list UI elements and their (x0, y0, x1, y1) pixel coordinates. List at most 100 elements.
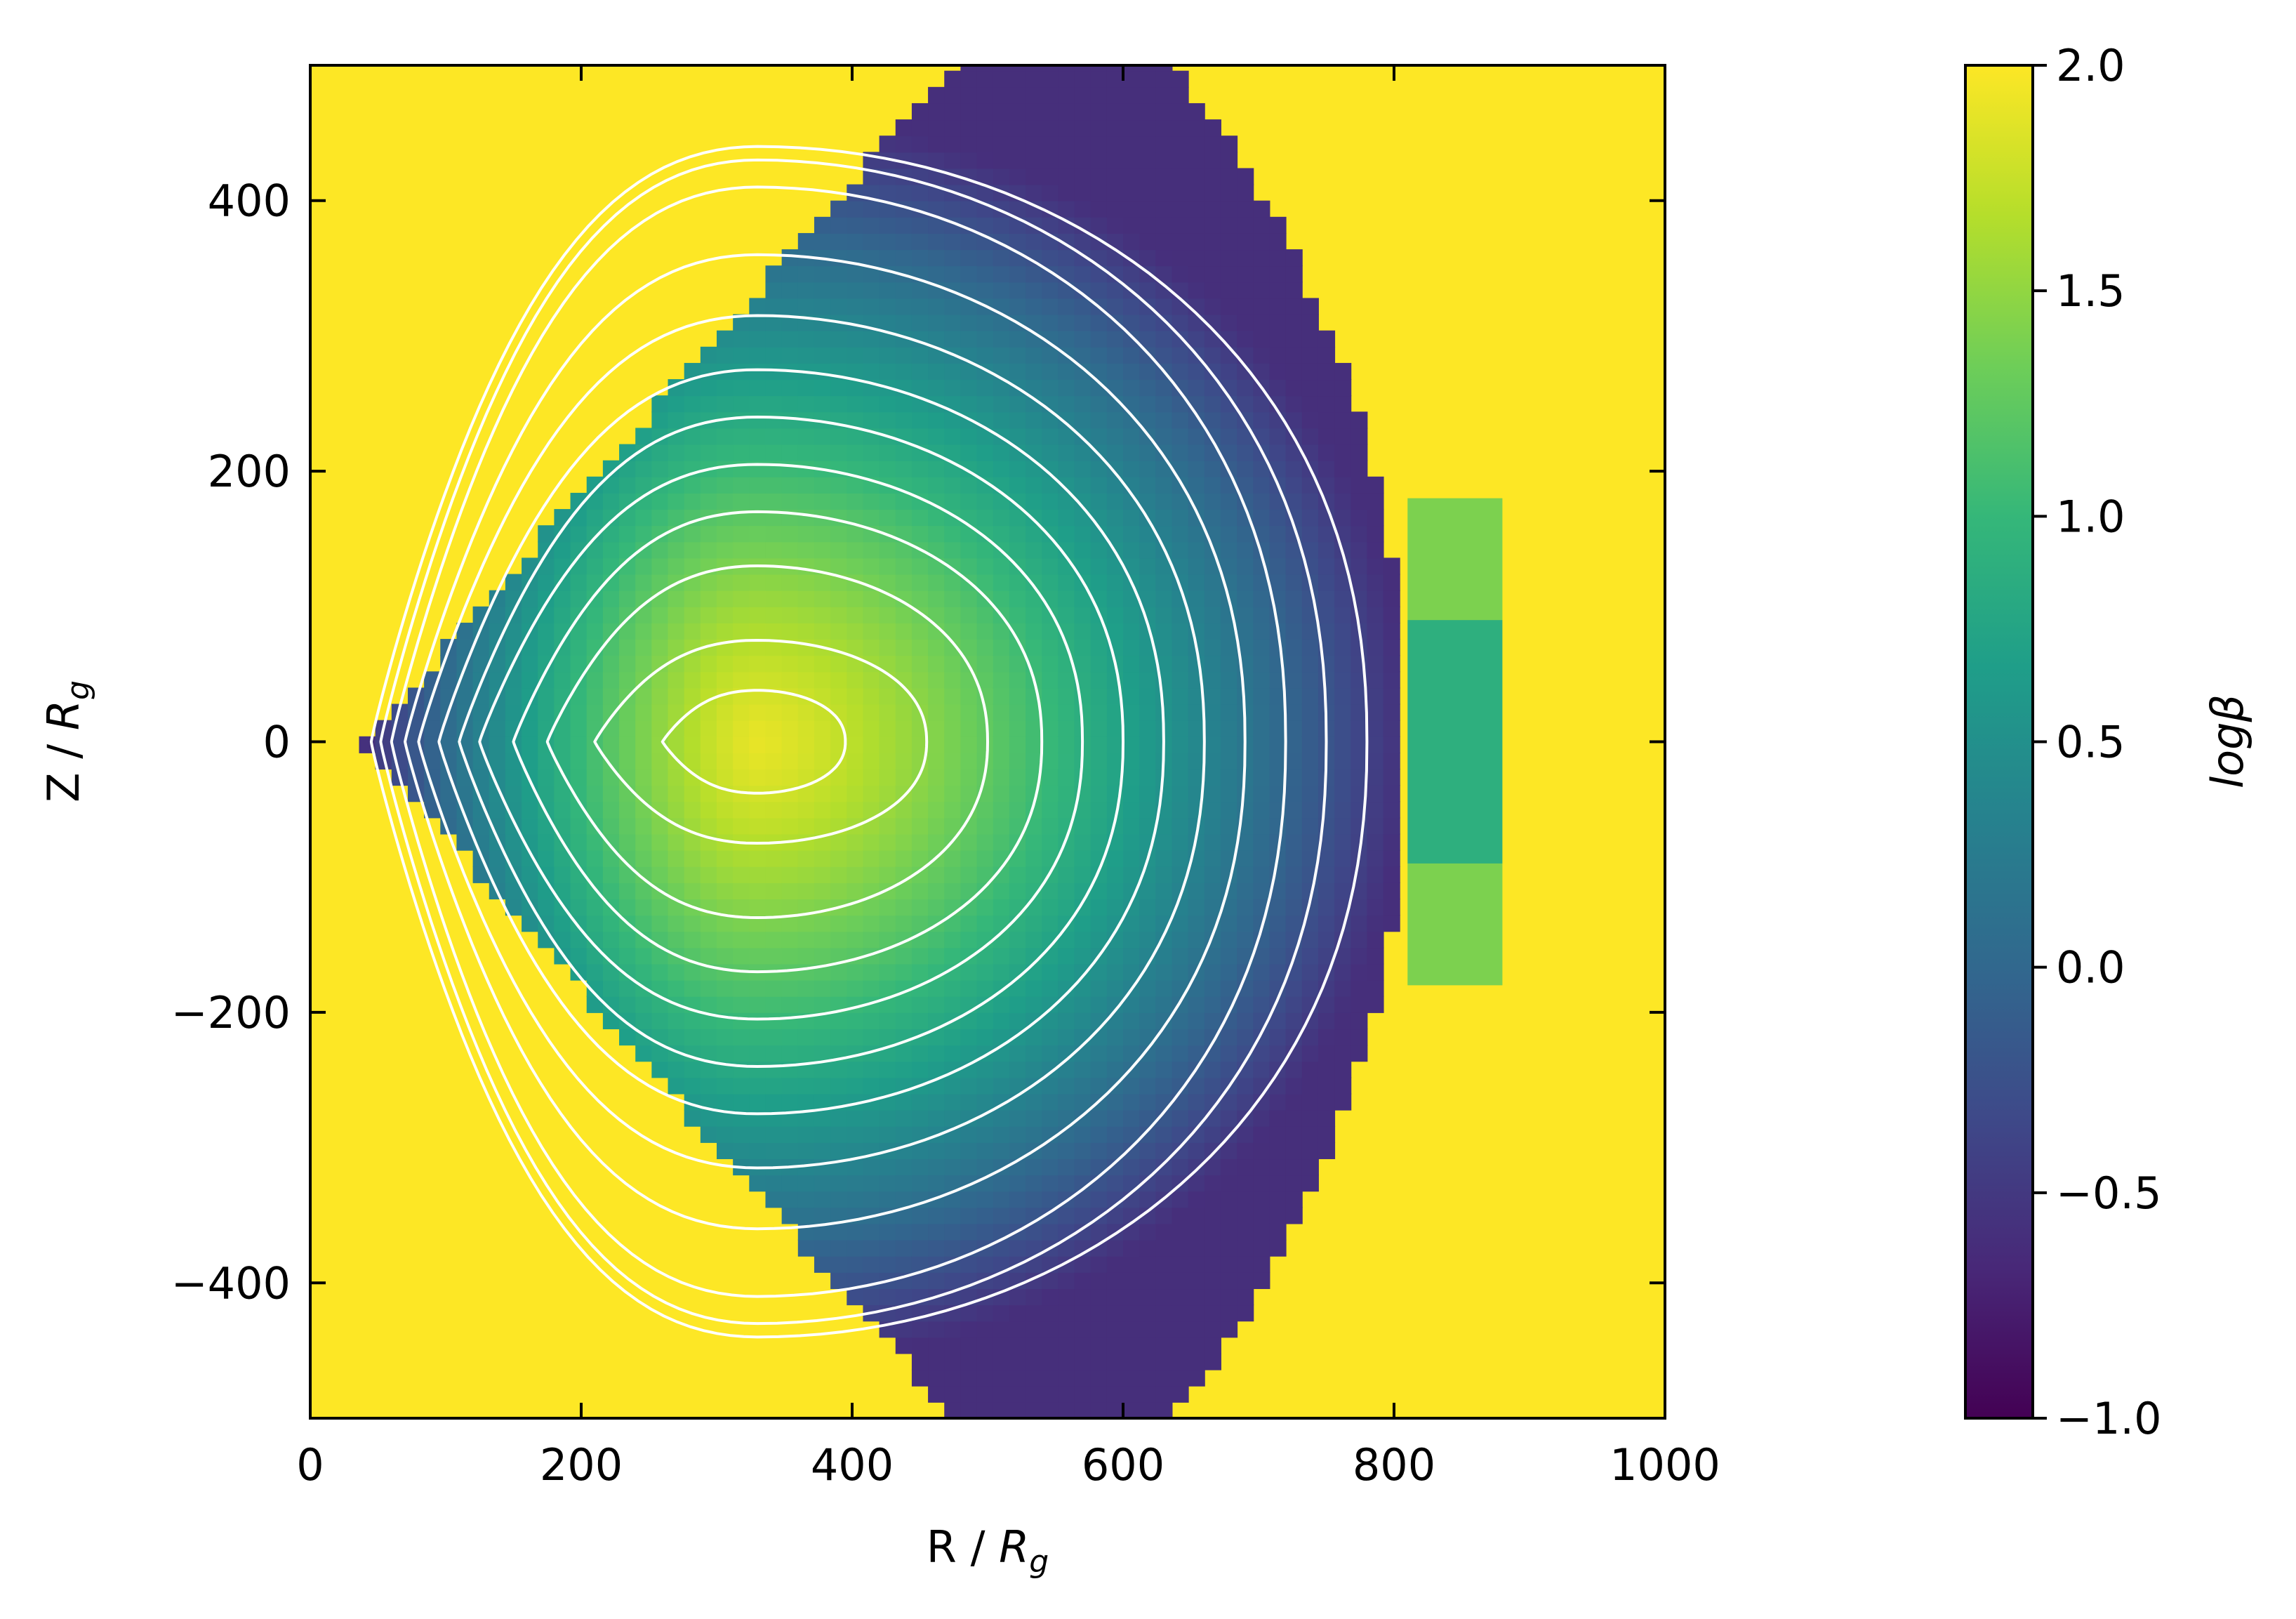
heatmap-cell (993, 915, 1010, 932)
heatmap-cell (960, 1029, 978, 1046)
heatmap-cell (1188, 720, 1205, 737)
heatmap-cell (1090, 1321, 1108, 1338)
heatmap-cell (668, 444, 685, 461)
heatmap-cell (1204, 687, 1221, 705)
heatmap-cell (1172, 265, 1189, 283)
heatmap-cell (733, 979, 750, 997)
heatmap-cell (1026, 444, 1043, 461)
heatmap-cell (1204, 1125, 1221, 1143)
heatmap-cell (1139, 1337, 1157, 1354)
heatmap-cell (1026, 1061, 1043, 1078)
heatmap-cell (1285, 996, 1303, 1013)
heatmap-cell (814, 395, 832, 413)
heatmap-cell (993, 899, 1010, 916)
heatmap-cell (1042, 1385, 1059, 1403)
heatmap-cell (814, 282, 832, 299)
heatmap-cell (1253, 590, 1270, 607)
y-axis-label: Z / Rg (38, 680, 96, 802)
heatmap-cell (1172, 1385, 1189, 1403)
x-tick-label: 1000 (1610, 1439, 1720, 1491)
heatmap-cell (1334, 622, 1352, 640)
heatmap-cell (700, 541, 717, 559)
heatmap-cell (1407, 741, 1503, 864)
heatmap-cell (895, 801, 913, 819)
heatmap-cell (1090, 65, 1108, 72)
heatmap-cell (733, 476, 750, 494)
heatmap-cell (733, 703, 750, 721)
heatmap-cell (1090, 833, 1108, 851)
heatmap-cell (863, 444, 880, 461)
heatmap-cell (1253, 232, 1270, 251)
heatmap-cell (1026, 833, 1043, 851)
heatmap-cell (1172, 346, 1189, 364)
heatmap-cell (814, 362, 832, 381)
heatmap-cell (733, 882, 750, 900)
contour-line (661, 689, 847, 795)
heatmap-cell (1074, 541, 1091, 559)
heatmap-cell (781, 346, 799, 364)
heatmap-cell (1188, 1271, 1205, 1290)
heatmap-cell (976, 915, 994, 932)
heatmap-cell (797, 1175, 815, 1192)
heatmap-cell (1204, 817, 1221, 835)
heatmap-cell (1123, 866, 1141, 883)
heatmap-cell (1026, 379, 1043, 397)
heatmap-cell (814, 736, 832, 753)
heatmap-cell (1139, 736, 1157, 753)
heatmap-cell (1155, 460, 1173, 477)
heatmap-cell (440, 736, 458, 753)
heatmap-cell (1351, 574, 1368, 591)
heatmap-cell (1042, 184, 1059, 201)
heatmap-cell (700, 850, 717, 867)
heatmap-cell (1318, 525, 1336, 543)
heatmap-cell (1269, 362, 1287, 381)
heatmap-cell (1269, 282, 1287, 299)
x-tick-label: 800 (1353, 1439, 1435, 1491)
heatmap-cell (1172, 232, 1189, 251)
heatmap-cell (1074, 184, 1091, 201)
heatmap-cell (781, 996, 799, 1013)
heatmap-cell (1074, 1304, 1091, 1322)
heatmap-cell (895, 899, 913, 916)
heatmap-cell (1026, 119, 1043, 137)
heatmap-cell (1269, 444, 1287, 461)
heatmap-cell (684, 915, 701, 932)
heatmap-cell (1334, 639, 1352, 656)
heatmap-cell (1106, 428, 1124, 445)
heatmap-cell (1090, 1223, 1108, 1241)
heatmap-cell (765, 346, 783, 364)
heatmap-cell (1285, 265, 1303, 283)
heatmap-cell (1269, 428, 1287, 445)
contour-line (478, 463, 1084, 1021)
heatmap-cell (684, 525, 701, 543)
heatmap-cell (1009, 801, 1027, 819)
heatmap-cell (1026, 1288, 1043, 1306)
heatmap-cell (651, 1012, 669, 1030)
heatmap-cell (911, 785, 929, 802)
heatmap-cell (1106, 525, 1124, 543)
heatmap-cell (1318, 444, 1336, 461)
heatmap-cell (1204, 671, 1221, 689)
heatmap-cell (960, 1191, 978, 1208)
heatmap-cell (1367, 606, 1384, 623)
heatmap-cell (733, 996, 750, 1013)
heatmap-cell (960, 703, 978, 721)
heatmap-cell (1172, 216, 1189, 234)
heatmap-cell (1334, 606, 1352, 623)
heatmap-cell (1139, 1353, 1157, 1370)
heatmap-cell (651, 492, 669, 510)
heatmap-cell (1285, 460, 1303, 477)
heatmap-cell (1139, 1304, 1157, 1322)
heatmap-cell (733, 492, 750, 510)
heatmap-cell (1172, 931, 1189, 949)
heatmap-cell (879, 833, 896, 851)
heatmap-cell (863, 963, 880, 981)
heatmap-cell (684, 541, 701, 559)
heatmap-cell (1301, 330, 1319, 348)
heatmap-cell (1090, 70, 1108, 88)
heatmap-cell (976, 639, 994, 656)
heatmap-cell (797, 1207, 815, 1224)
heatmap-cell (895, 232, 913, 251)
heatmap-cell (1253, 1239, 1270, 1257)
heatmap-cell (668, 639, 685, 656)
